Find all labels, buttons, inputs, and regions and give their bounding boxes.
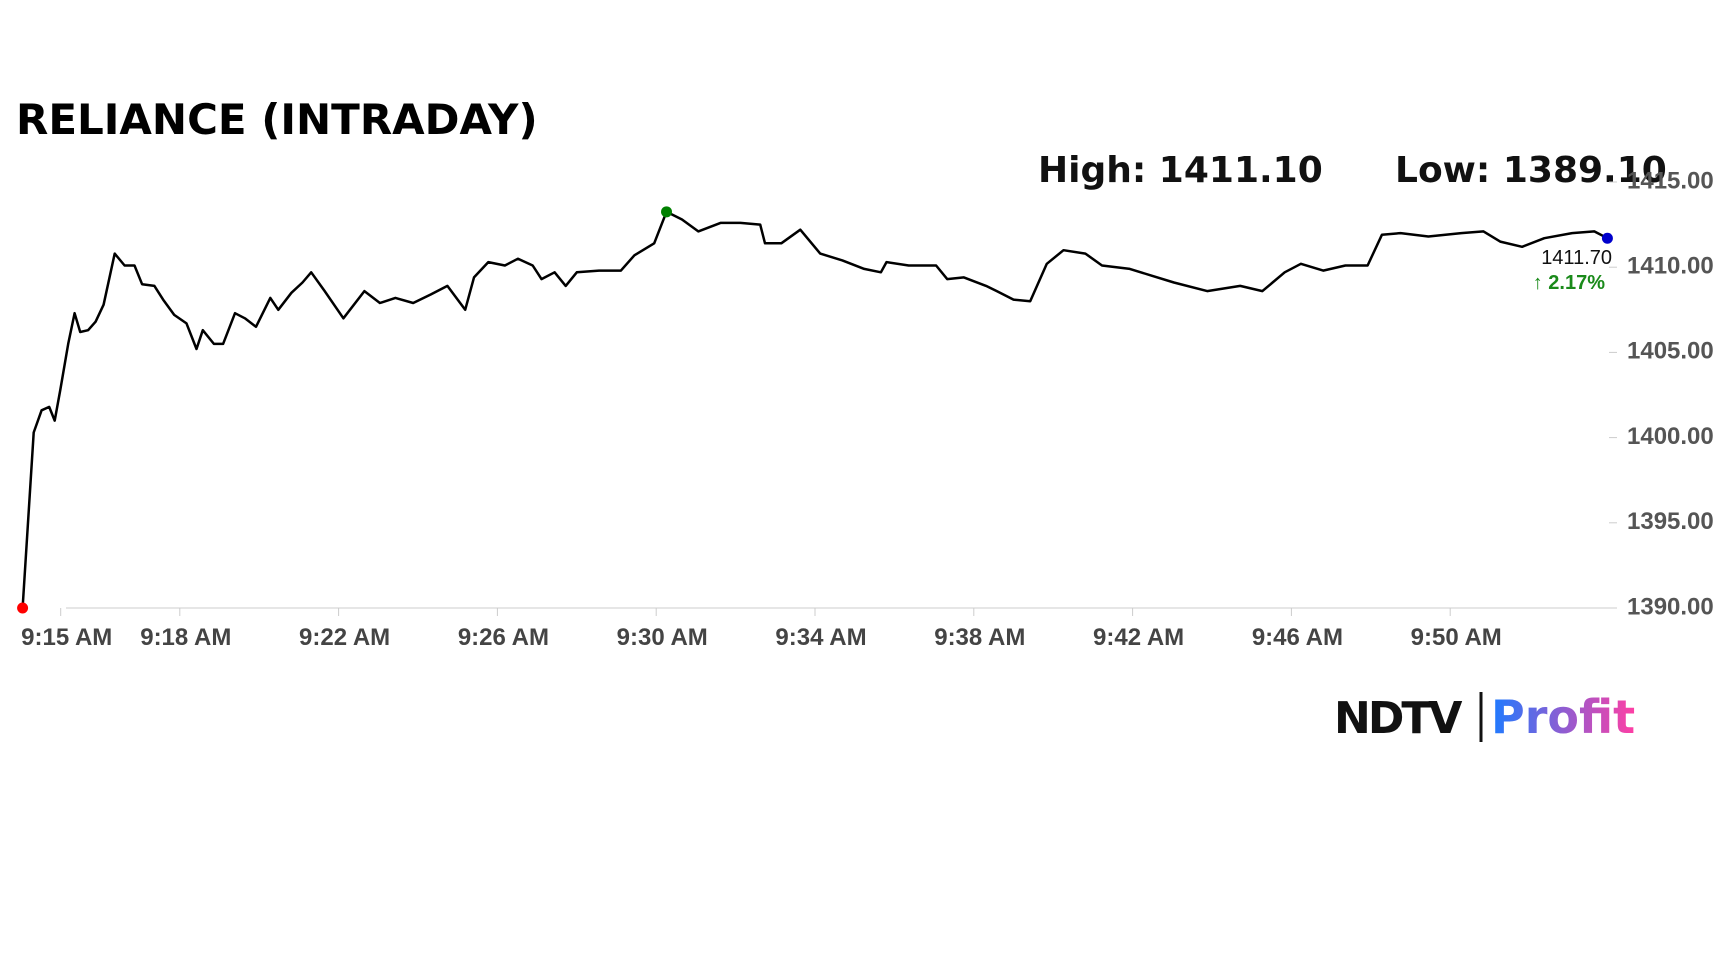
y-tick-label: 1395.00 [1627, 508, 1714, 535]
last-price: 1411.70 [1541, 247, 1612, 269]
x-tick-label: 9:26 AM [458, 624, 549, 651]
x-tick-label: 9:22 AM [299, 624, 390, 651]
y-tick-label: 1405.00 [1627, 338, 1714, 365]
high-label: High: 1411.10 [1038, 150, 1323, 191]
logo: NDTV Profit [1334, 690, 1635, 744]
x-tick-label: 9:38 AM [934, 624, 1025, 651]
point-marker [17, 602, 29, 614]
y-tick-label: 1415.00 [1627, 167, 1714, 194]
low-label: Low: 1389.10 [1395, 150, 1667, 191]
x-tick-label: 9:50 AM [1411, 624, 1502, 651]
x-tick-label: 9:34 AM [775, 624, 866, 651]
x-tick-label: 9:42 AM [1093, 624, 1184, 651]
change-label: ↑ 2.17% [1533, 272, 1605, 294]
x-tick-label: 9:46 AM [1252, 624, 1343, 651]
chart-title: RELIANCE (INTRADAY) [16, 95, 538, 144]
logo-ndtv: NDTV [1334, 693, 1462, 744]
x-tick-label: 9:18 AM [140, 624, 231, 651]
price-line [21, 210, 1608, 609]
y-tick-label: 1390.00 [1627, 593, 1714, 620]
x-tick-label: 9:30 AM [617, 624, 708, 651]
y-tick-label: 1400.00 [1627, 423, 1714, 450]
y-tick-label: 1410.00 [1627, 253, 1714, 280]
x-tick-label: 9:15 AM [21, 624, 112, 651]
point-marker [661, 206, 673, 218]
point-marker [1601, 232, 1613, 244]
logo-profit: Profit [1491, 690, 1635, 744]
